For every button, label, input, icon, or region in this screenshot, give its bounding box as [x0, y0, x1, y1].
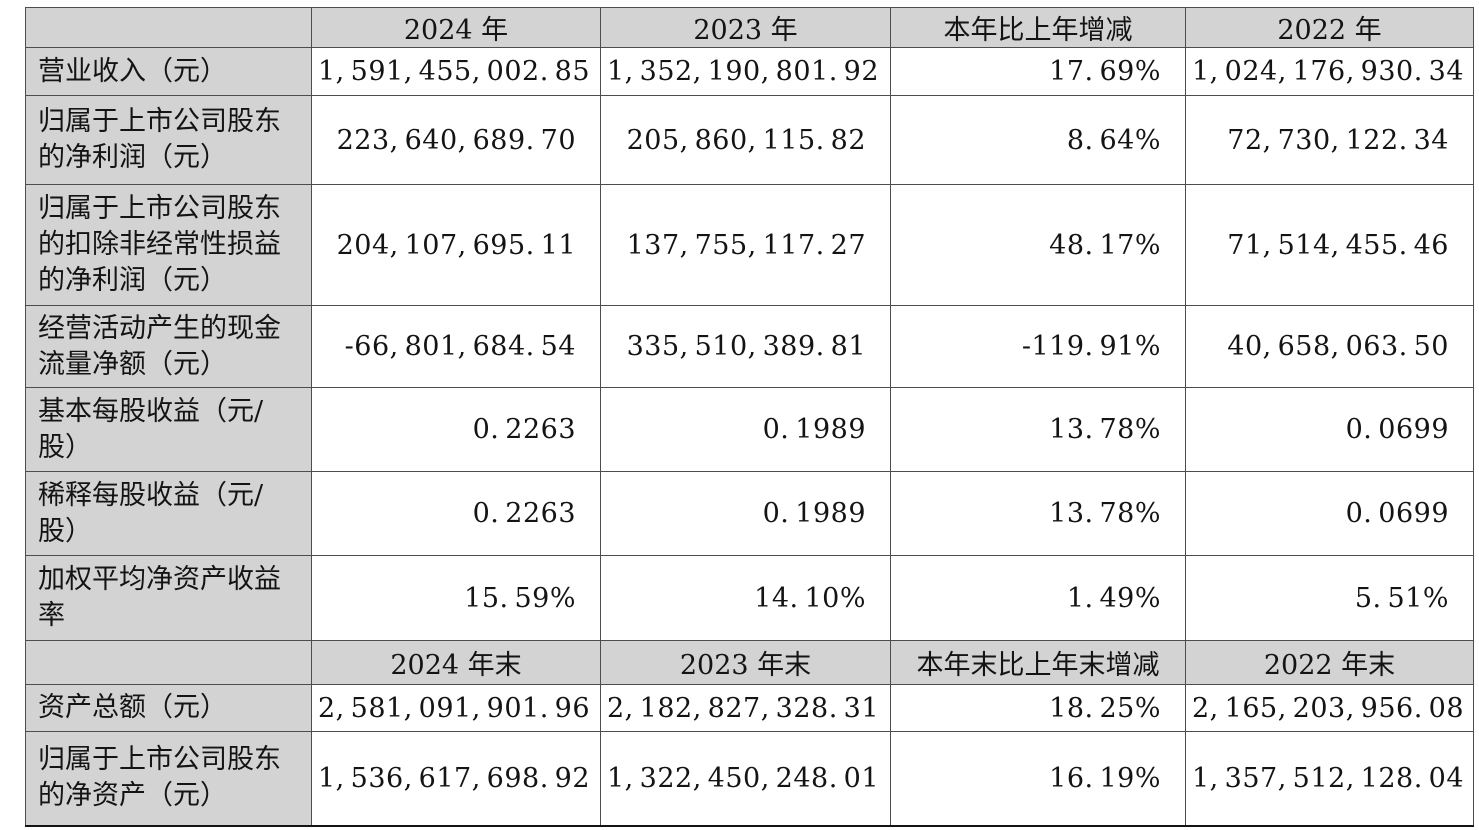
- value-yoy-change: 48. 17%: [890, 184, 1186, 306]
- table-row-basic-eps: 基本每股收益（元/股） 0. 2263 0. 1989 13. 78% 0. 0…: [25, 387, 1474, 472]
- table-row-diluted-eps: 稀释每股收益（元/股） 0. 2263 0. 1989 13. 78% 0. 0…: [25, 471, 1474, 556]
- col-header-2023: 2023 年: [600, 7, 891, 48]
- table-row-operating-cash-flow: 经营活动产生的现金流量净额（元） -66, 801, 684. 54 335, …: [25, 305, 1474, 388]
- value-2024: 204, 107, 695. 11: [311, 184, 601, 306]
- value-yearend-change: 16. 19%: [890, 731, 1186, 826]
- table-row-operating-revenue: 营业收入（元） 1, 591, 455, 002. 85 1, 352, 190…: [25, 47, 1474, 96]
- value-2024: 223, 640, 689. 70: [311, 95, 601, 185]
- value-2023: 14. 10%: [600, 555, 891, 641]
- value-2024-end: 1, 536, 617, 698. 92: [311, 731, 601, 826]
- value-2022: 5. 51%: [1185, 555, 1474, 641]
- table-row-total-assets: 资产总额（元） 2, 581, 091, 901. 96 2, 182, 827…: [25, 684, 1474, 732]
- corner-cell: [25, 640, 312, 685]
- table-row-net-profit-attributable: 归属于上市公司股东的净利润（元） 223, 640, 689. 70 205, …: [25, 95, 1474, 185]
- col-header-yoy-change: 本年比上年增减: [890, 7, 1186, 48]
- value-yoy-change: 13. 78%: [890, 387, 1186, 472]
- value-2022: 72, 730, 122. 34: [1185, 95, 1474, 185]
- key-financials-table: 2024 年 2023 年 本年比上年增减 2022 年 营业收入（元） 1, …: [25, 7, 1474, 827]
- table-row-weighted-avg-roe: 加权平均净资产收益率 15. 59% 14. 10% 1. 49% 5. 51%: [25, 555, 1474, 641]
- value-2024: 1, 591, 455, 002. 85: [311, 47, 601, 96]
- row-label: 资产总额（元）: [25, 684, 312, 732]
- value-2023: 137, 755, 117. 27: [600, 184, 891, 306]
- value-2022: 1, 024, 176, 930. 34: [1185, 47, 1474, 96]
- value-yoy-change: -119. 91%: [890, 305, 1186, 388]
- value-2023: 0. 1989: [600, 387, 891, 472]
- value-2023: 0. 1989: [600, 471, 891, 556]
- value-2022-end: 2, 165, 203, 956. 08: [1185, 684, 1474, 732]
- value-yearend-change: 18. 25%: [890, 684, 1186, 732]
- table-row-net-assets-attributable: 归属于上市公司股东的净资产（元） 1, 536, 617, 698. 92 1,…: [25, 731, 1474, 826]
- header-row-year-end: 2024 年末 2023 年末 本年末比上年末增减 2022 年末: [25, 640, 1474, 685]
- value-2024: 0. 2263: [311, 471, 601, 556]
- row-label: 归属于上市公司股东的净资产（元）: [25, 731, 312, 826]
- row-label: 营业收入（元）: [25, 47, 312, 96]
- row-label: 归属于上市公司股东的净利润（元）: [25, 95, 312, 185]
- value-2023: 205, 860, 115. 82: [600, 95, 891, 185]
- value-2024: 0. 2263: [311, 387, 601, 472]
- value-2024: -66, 801, 684. 54: [311, 305, 601, 388]
- col-header-2024: 2024 年: [311, 7, 601, 48]
- col-header-2022-end: 2022 年末: [1185, 640, 1474, 685]
- table-row-net-profit-excl-nonrecurring: 归属于上市公司股东的扣除非经常性损益的净利润（元） 204, 107, 695.…: [25, 184, 1474, 306]
- corner-cell: [25, 7, 312, 48]
- col-header-2023-end: 2023 年末: [600, 640, 891, 685]
- value-2023: 1, 352, 190, 801. 92: [600, 47, 891, 96]
- value-2023: 335, 510, 389. 81: [600, 305, 891, 388]
- value-2023-end: 2, 182, 827, 328. 31: [600, 684, 891, 732]
- row-label: 经营活动产生的现金流量净额（元）: [25, 305, 312, 388]
- row-label: 加权平均净资产收益率: [25, 555, 312, 641]
- value-2022: 0. 0699: [1185, 387, 1474, 472]
- col-header-yearend-change: 本年末比上年末增减: [890, 640, 1186, 685]
- row-label: 归属于上市公司股东的扣除非经常性损益的净利润（元）: [25, 184, 312, 306]
- value-yoy-change: 17. 69%: [890, 47, 1186, 96]
- value-yoy-change: 8. 64%: [890, 95, 1186, 185]
- row-label: 稀释每股收益（元/股）: [25, 471, 312, 556]
- value-2023-end: 1, 322, 450, 248. 01: [600, 731, 891, 826]
- col-header-2022: 2022 年: [1185, 7, 1474, 48]
- value-2022: 0. 0699: [1185, 471, 1474, 556]
- value-2022: 40, 658, 063. 50: [1185, 305, 1474, 388]
- value-2022: 71, 514, 455. 46: [1185, 184, 1474, 306]
- value-2024: 15. 59%: [311, 555, 601, 641]
- value-2022-end: 1, 357, 512, 128. 04: [1185, 731, 1474, 826]
- value-yoy-change: 13. 78%: [890, 471, 1186, 556]
- value-yoy-change: 1. 49%: [890, 555, 1186, 641]
- col-header-2024-end: 2024 年末: [311, 640, 601, 685]
- value-2024-end: 2, 581, 091, 901. 96: [311, 684, 601, 732]
- row-label: 基本每股收益（元/股）: [25, 387, 312, 472]
- header-row-annual: 2024 年 2023 年 本年比上年增减 2022 年: [25, 7, 1474, 48]
